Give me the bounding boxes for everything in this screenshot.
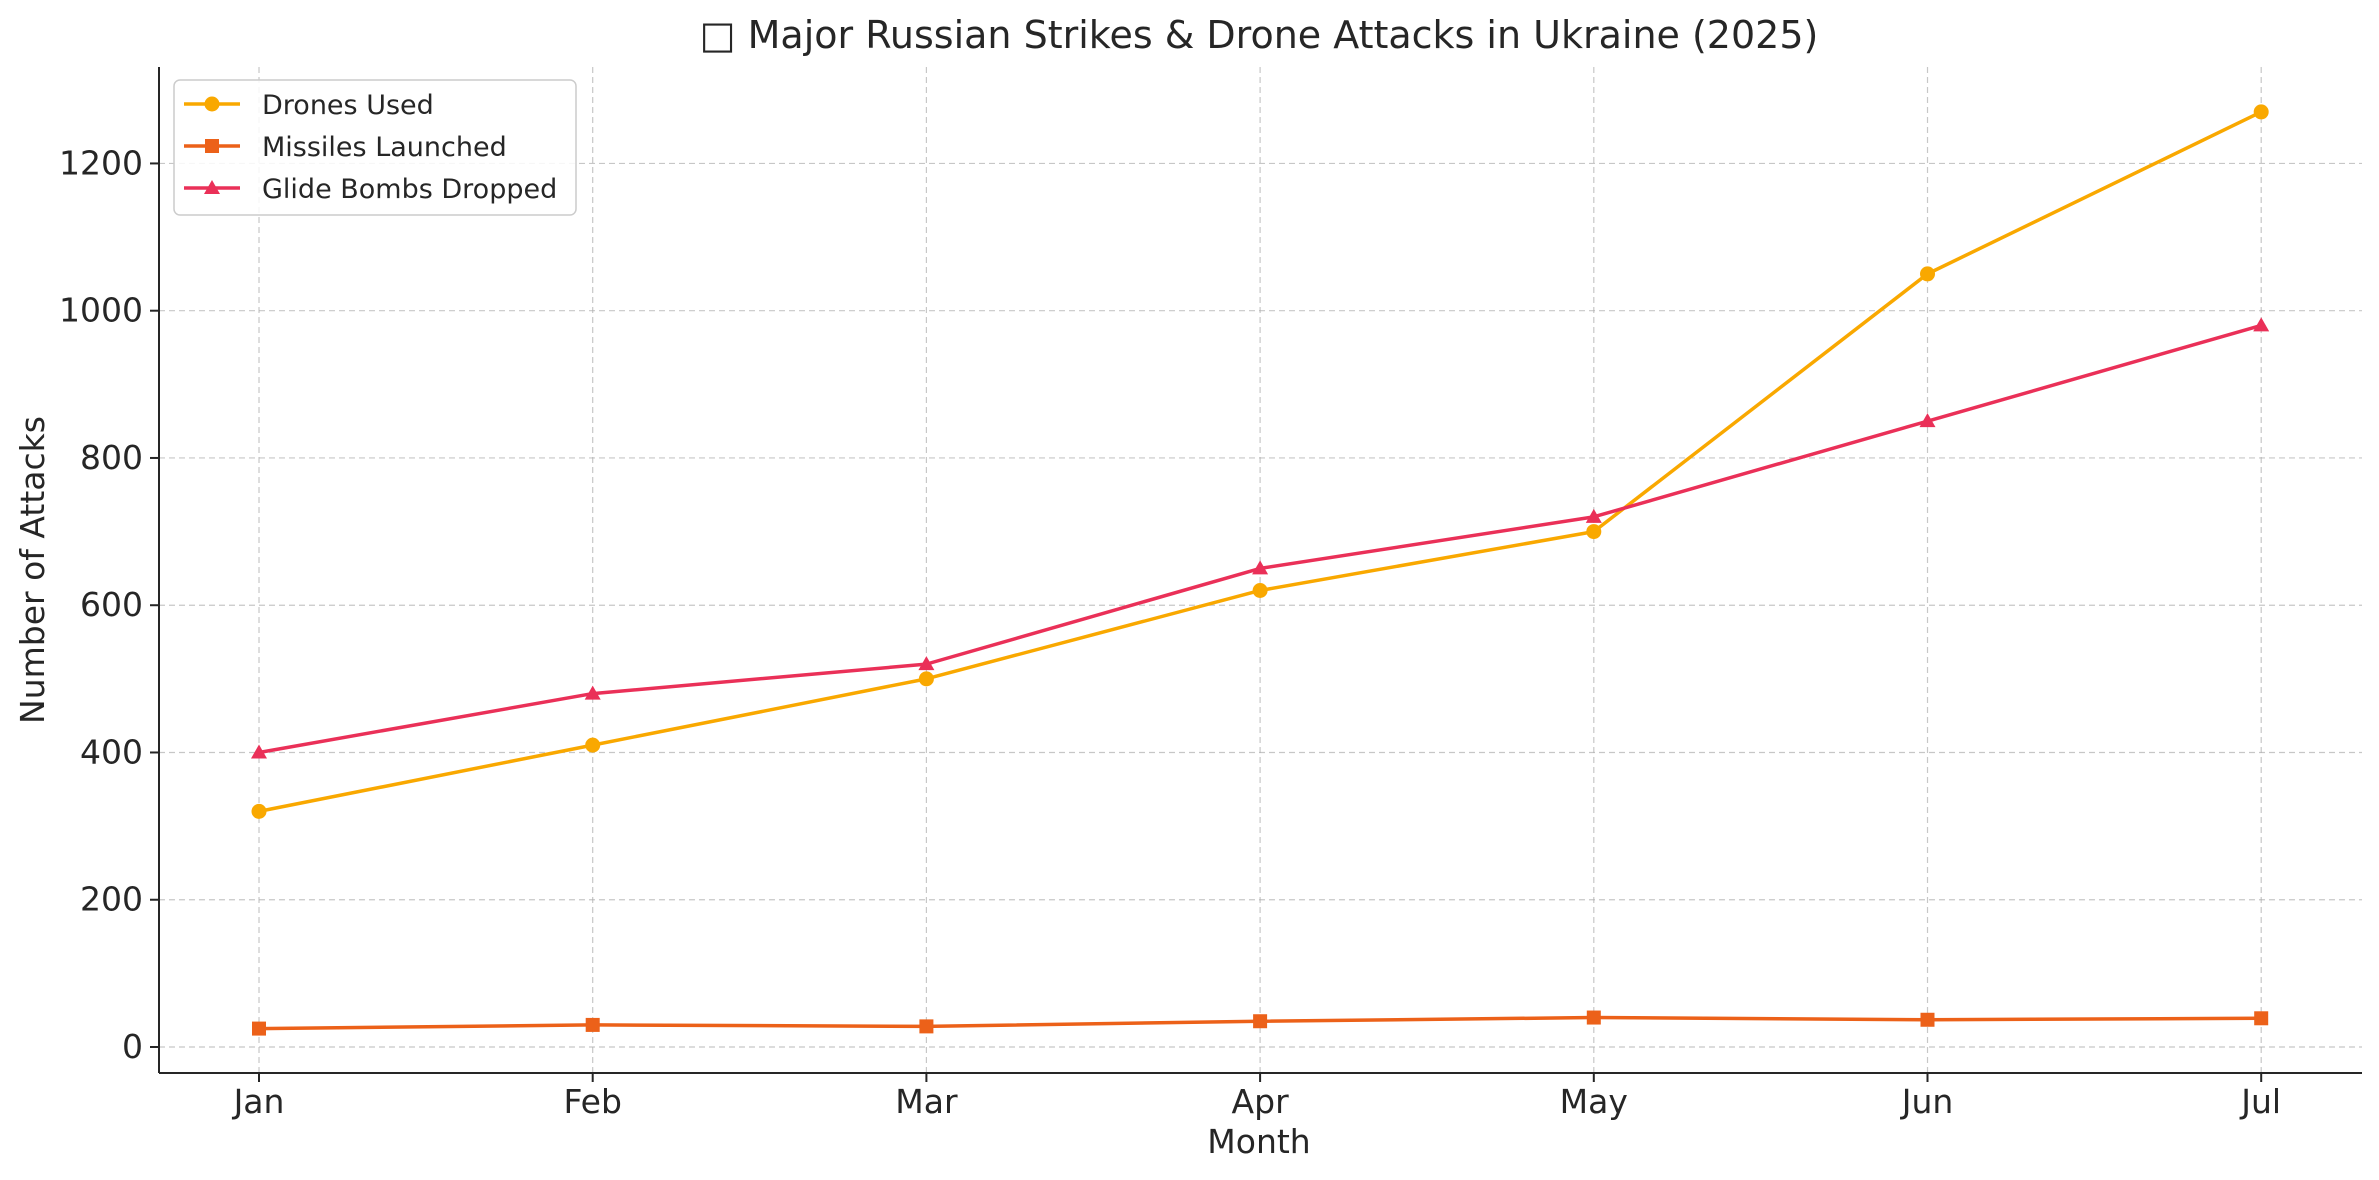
x-axis-title: Month (1207, 1122, 1310, 1161)
legend-swatch-marker (204, 96, 220, 112)
chart-title: □ Major Russian Strikes & Drone Attacks … (700, 13, 1819, 57)
y-tick-label: 800 (80, 438, 143, 477)
data-point (251, 803, 267, 819)
legend-item: Drones Used (184, 90, 434, 121)
y-tick-label: 1000 (59, 291, 143, 330)
data-point (919, 1019, 934, 1034)
grid (159, 67, 2362, 1073)
legend-item: Missiles Launched (184, 132, 507, 163)
x-tick-label: Feb (563, 1082, 621, 1121)
legend-swatch-marker (204, 180, 220, 194)
data-point (1919, 413, 1936, 428)
legend-swatch-marker (205, 139, 219, 153)
legend-label: Glide Bombs Dropped (262, 174, 557, 205)
data-point (918, 656, 935, 671)
data-point (251, 744, 267, 759)
x-tick-label: Jun (1900, 1082, 1954, 1121)
y-tick-label: 0 (122, 1027, 143, 1066)
data-point (1920, 266, 1935, 282)
legend-label: Missiles Launched (262, 132, 507, 163)
x-tick-label: Jul (2239, 1082, 2281, 1121)
data-point (585, 737, 601, 753)
y-axis-title: Number of Attacks (13, 416, 52, 724)
y-tick-label: 200 (80, 880, 143, 919)
data-point (1920, 1012, 1935, 1027)
series-1 (252, 1010, 2269, 1036)
data-point (1252, 560, 1269, 575)
legend-frame (173, 79, 577, 216)
x-tick-label: May (1560, 1082, 1628, 1121)
legend-item: Glide Bombs Dropped (184, 174, 557, 205)
data-point (918, 671, 934, 687)
series-2 (251, 317, 2270, 759)
legend-label: Drones Used (262, 90, 434, 121)
data-point (252, 1021, 266, 1036)
data-point (584, 685, 601, 700)
data-point (2253, 317, 2270, 332)
data-point (2253, 104, 2269, 120)
data-point (2254, 1011, 2269, 1026)
series (251, 104, 2270, 1036)
data-point (1585, 508, 1602, 523)
x-tick-label: Jan (232, 1082, 285, 1121)
data-point (1586, 524, 1602, 540)
y-tick-label: 400 (80, 732, 143, 771)
x-tick-label: Mar (895, 1082, 958, 1121)
y-tick-label: 1200 (59, 143, 143, 182)
y-tick-label: 600 (80, 585, 143, 624)
x-tick-label: Apr (1232, 1082, 1290, 1121)
ticks: 0 200 400 600 800 1000 1200 Jan Feb Mar Apr May Jun J… (59, 143, 2281, 1121)
data-point (1586, 1010, 1601, 1025)
legend: Drones Used Missiles Launched Glide Bombs … (173, 79, 577, 216)
data-point (1252, 582, 1268, 598)
series-0 (251, 104, 2269, 819)
data-point (1253, 1014, 1268, 1029)
data-point (585, 1017, 600, 1032)
